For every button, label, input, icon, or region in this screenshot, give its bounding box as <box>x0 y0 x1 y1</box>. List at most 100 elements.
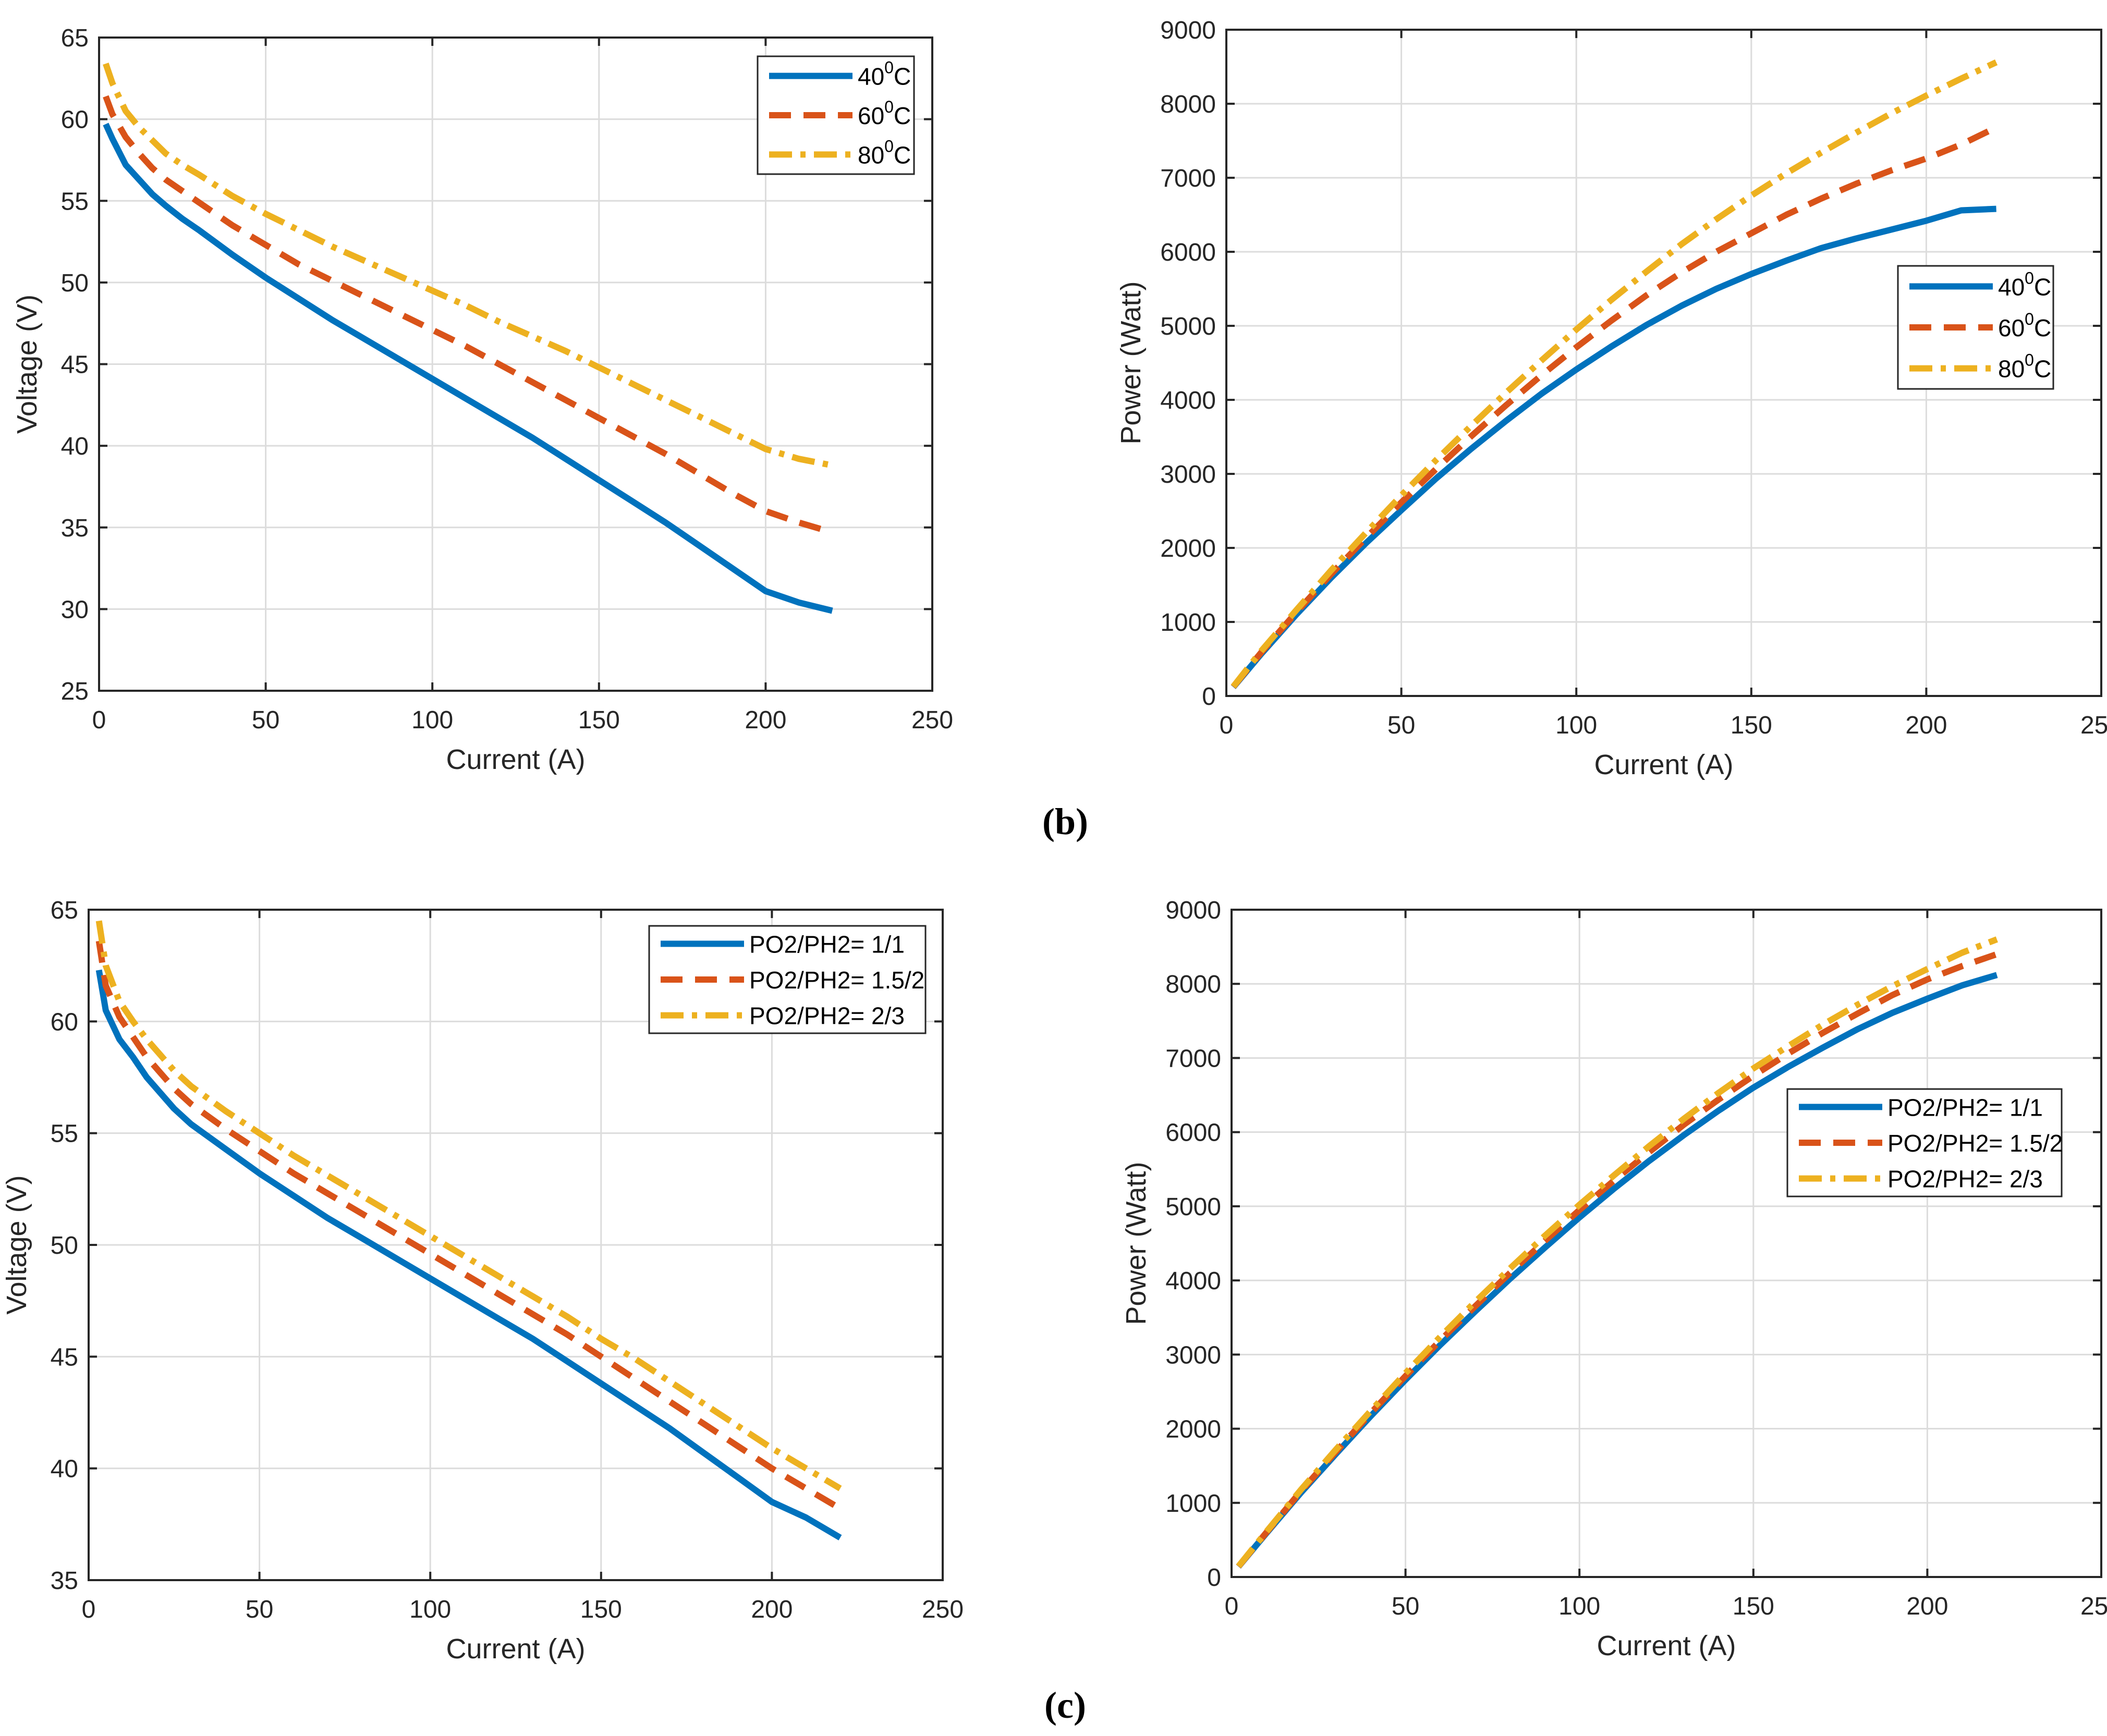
y-tick-label: 60 <box>51 1008 78 1036</box>
y-tick-label: 6000 <box>1165 1119 1221 1147</box>
y-tick-label: 55 <box>51 1120 78 1148</box>
y-tick-label: 8000 <box>1165 971 1221 998</box>
y-tick-label: 6000 <box>1160 239 1216 266</box>
series-line-3 <box>1236 936 1998 1569</box>
chart-4: 0 50 100 150 200 250 0 1000 2000 3000 4000 5000 6000… <box>1121 897 2107 1661</box>
y-tick-label: 5000 <box>1160 313 1216 340</box>
y-tick-label: 4000 <box>1160 387 1216 414</box>
series-line-1 <box>1231 205 1996 689</box>
legend-entry-3: PO2/PH2= 2/3 <box>749 1003 905 1030</box>
y-tick-label: 1000 <box>1160 609 1216 637</box>
x-tick-label: 150 <box>1731 712 1772 739</box>
y-tick-label: 35 <box>61 515 89 542</box>
x-tick-label: 0 <box>1220 712 1234 739</box>
x-tick-label: 0 <box>1225 1593 1239 1620</box>
x-tick-label: 100 <box>411 706 453 734</box>
legend: 400C 600C 800C <box>1897 265 2054 390</box>
x-tick-label: 200 <box>1906 1593 1948 1620</box>
y-tick-label: 5000 <box>1165 1193 1221 1221</box>
y-tick-label: 3000 <box>1160 461 1216 488</box>
chart-3: 0 50 100 150 200 250 35 40 45 50 55 60 65 Current (A)… <box>1 897 964 1665</box>
x-tick-label: 250 <box>922 1596 964 1623</box>
x-tick-label: 150 <box>580 1596 622 1623</box>
legend-entry-2: 600C <box>858 97 911 129</box>
y-tick-label: 50 <box>51 1232 78 1260</box>
x-tick-label: 50 <box>252 706 279 734</box>
panel-caption-c: (c) <box>1044 1684 1086 1726</box>
x-tick-label: 200 <box>751 1596 793 1623</box>
panel-caption-b: (b) <box>1042 801 1088 842</box>
x-tick-label: 50 <box>1392 1593 1419 1620</box>
legend-entry-2: PO2/PH2= 1.5/2 <box>749 967 924 994</box>
y-axis-label: Power (Watt) <box>1115 281 1147 444</box>
axes-frame <box>1225 29 2102 697</box>
y-tick-label: 40 <box>61 433 89 460</box>
legend-entry-3: 800C <box>1998 351 2051 383</box>
y-tick-label: 4000 <box>1165 1267 1221 1295</box>
x-tick-label: 50 <box>1387 712 1415 739</box>
series-line-3 <box>1231 59 1998 689</box>
y-axis-label: Voltage (V) <box>1 1175 32 1314</box>
axes-frame <box>1231 909 2102 1578</box>
y-tick-label: 9000 <box>1165 897 1221 924</box>
x-tick-label: 100 <box>1558 1593 1600 1620</box>
chart-2: 0 50 100 150 200 250 0 1000 2000 3000 4000 5000 6000… <box>1115 17 2107 780</box>
legend: PO2/PH2= 1/1 PO2/PH2= 1.5/2 PO2/PH2= 2/3 <box>648 925 927 1034</box>
legend-entry-2: 600C <box>1998 310 2051 341</box>
series-line-1 <box>95 969 842 1541</box>
y-tick-label: 2000 <box>1160 535 1216 563</box>
legend-entry-1: PO2/PH2= 1/1 <box>1887 1094 2043 1121</box>
legend-entry-1: PO2/PH2= 1/1 <box>749 931 905 958</box>
legend-entry-2: PO2/PH2= 1.5/2 <box>1887 1130 2063 1157</box>
x-tick-label: 200 <box>1905 712 1947 739</box>
legend-entry-3: 800C <box>858 137 911 168</box>
y-tick-label: 65 <box>61 25 89 52</box>
y-tick-label: 3000 <box>1165 1341 1221 1369</box>
y-tick-label: 2000 <box>1165 1416 1221 1444</box>
y-axis-label: Power (Watt) <box>1121 1162 1152 1325</box>
series-line-1 <box>103 123 833 614</box>
y-tick-label: 60 <box>61 106 89 134</box>
y-tick-label: 0 <box>1202 683 1216 711</box>
x-tick-label: 100 <box>409 1596 451 1623</box>
x-tick-label: 50 <box>246 1596 273 1623</box>
chart-1: 0 50 100 150 200 250 25 30 35 40 45 50 55 60 65 Current… <box>11 25 953 775</box>
y-tick-label: 50 <box>61 270 89 297</box>
legend-entry-1: 400C <box>858 58 911 90</box>
y-axis-label: Voltage (V) <box>11 295 43 434</box>
x-tick-label: 250 <box>911 706 953 734</box>
x-tick-label: 150 <box>578 706 620 734</box>
y-tick-label: 8000 <box>1160 91 1216 118</box>
y-tick-label: 45 <box>51 1343 78 1371</box>
x-tick-label: 0 <box>82 1596 96 1623</box>
x-tick-label: 250 <box>2080 1593 2107 1620</box>
x-tick-label: 100 <box>1555 712 1597 739</box>
legend-entry-3: PO2/PH2= 2/3 <box>1887 1166 2043 1193</box>
plot-area <box>1232 910 2101 1577</box>
x-axis-label: Current (A) <box>1597 1630 1736 1661</box>
y-tick-label: 25 <box>61 678 89 705</box>
series-line-3 <box>95 920 842 1492</box>
y-tick-label: 7000 <box>1165 1045 1221 1072</box>
y-tick-label: 1000 <box>1165 1490 1221 1518</box>
y-tick-label: 65 <box>51 897 78 924</box>
y-tick-label: 35 <box>51 1567 78 1595</box>
legend-entry-1: 400C <box>1998 268 2051 300</box>
y-tick-label: 7000 <box>1160 165 1216 192</box>
series-line-3 <box>103 63 833 469</box>
legend: 400C 600C 800C <box>757 55 915 175</box>
y-tick-label: 0 <box>1207 1564 1221 1592</box>
y-tick-label: 55 <box>61 188 89 215</box>
x-tick-label: 150 <box>1733 1593 1774 1620</box>
x-axis-label: Current (A) <box>1594 749 1733 780</box>
y-tick-label: 30 <box>61 596 89 624</box>
x-tick-label: 200 <box>745 706 786 734</box>
y-tick-label: 9000 <box>1160 17 1216 44</box>
y-tick-label: 45 <box>61 351 89 379</box>
series-line-2 <box>103 95 833 535</box>
y-tick-label: 40 <box>51 1456 78 1483</box>
x-tick-label: 250 <box>2080 712 2107 739</box>
charts-root: 0 50 100 150 200 250 25 30 35 40 45 50 55 60 65 Current… <box>1 17 2107 1665</box>
